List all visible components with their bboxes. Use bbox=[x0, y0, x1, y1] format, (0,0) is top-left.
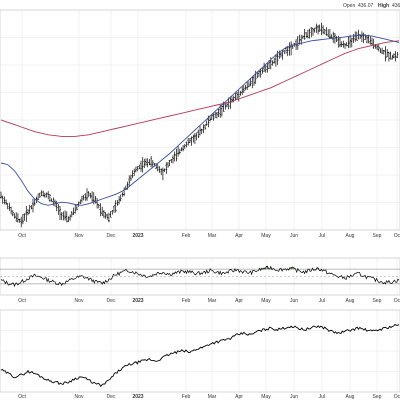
oscillator-tick-label: Apr bbox=[235, 298, 243, 304]
oscillator-tick-label: May bbox=[261, 298, 271, 304]
price-tick-label: Jul bbox=[319, 233, 325, 239]
relative-strength-tick-label: May bbox=[261, 394, 271, 400]
oscillator-line bbox=[0, 265, 400, 288]
price-tick-label: Feb bbox=[182, 233, 191, 239]
relative-strength-tick-label: Oct bbox=[18, 394, 26, 400]
price-tick-label: Dec bbox=[107, 233, 116, 239]
oscillator-tick-label: Oc bbox=[394, 298, 400, 304]
oscillator-tick-label: Aug bbox=[346, 298, 355, 304]
price-tick-label: Oct bbox=[18, 233, 26, 239]
price-frame bbox=[0, 9, 400, 231]
price-tick-label: May bbox=[261, 233, 271, 239]
price-tick-label: 2023 bbox=[132, 233, 143, 239]
oscillator-tick-label: Jun bbox=[290, 298, 298, 304]
oscillator-overbought-area bbox=[266, 266, 268, 270]
price-x-tick-labels: Oct Nov Dec 2023 Feb Mar Apr May Jun Jul Aug Sep Oc bbox=[18, 233, 400, 239]
relative-strength-tick-label: Nov bbox=[75, 394, 84, 400]
price-grid bbox=[0, 9, 400, 231]
price-tick-label: Oc bbox=[394, 233, 400, 239]
price-tick-label: Apr bbox=[235, 233, 243, 239]
relative-strength-tick-label: Apr bbox=[235, 394, 243, 400]
moving-average-long-line bbox=[0, 40, 400, 137]
relative-strength-grid bbox=[0, 309, 400, 393]
oscillator-tick-label: Mar bbox=[208, 298, 217, 304]
high-value: 436 bbox=[392, 3, 400, 9]
relative-strength-tick-label: 2023 bbox=[132, 394, 143, 400]
open-label: Open bbox=[343, 3, 355, 9]
oscillator-tick-label: Jul bbox=[319, 298, 325, 304]
relative-strength-tick-label: Jun bbox=[290, 394, 298, 400]
oscillator-tick-label: 2023 bbox=[132, 298, 143, 304]
relative-strength-tick-label: Feb bbox=[182, 394, 191, 400]
oscillator-tick-label: Sep bbox=[373, 298, 382, 304]
relative-strength-tick-label: Aug bbox=[346, 394, 355, 400]
price-tick-label: Mar bbox=[208, 233, 217, 239]
price-tick-label: Jun bbox=[290, 233, 298, 239]
price-tick-label: Nov bbox=[75, 233, 84, 239]
price-tick-label: Aug bbox=[346, 233, 355, 239]
oscillator-tick-label: Nov bbox=[75, 298, 84, 304]
relative-strength-tick-label: Jul bbox=[319, 394, 325, 400]
relative-strength-line bbox=[0, 323, 400, 388]
moving-average-short-line bbox=[0, 34, 400, 206]
oscillator-frame bbox=[0, 257, 400, 296]
oscillator-tick-label: Dec bbox=[107, 298, 116, 304]
relative-strength-x-tick-labels: Oct Nov Dec 2023 Feb Mar Apr May Jun Jul Aug Sep Oc bbox=[18, 394, 400, 400]
oscillator-x-tick-labels: Oct Nov Dec 2023 Feb Mar Apr May Jun Jul Aug Sep Oc bbox=[18, 298, 400, 304]
high-label: High bbox=[378, 3, 389, 9]
relative-strength-tick-label: Mar bbox=[208, 394, 217, 400]
relative-strength-tick-label: Sep bbox=[373, 394, 382, 400]
open-value: 436.07 bbox=[358, 3, 374, 9]
price-tick-label: Sep bbox=[373, 233, 382, 239]
oscillator-tick-label: Oct bbox=[18, 298, 26, 304]
relative-strength-tick-label: Dec bbox=[107, 394, 116, 400]
price-bars bbox=[0, 22, 399, 228]
relative-strength-frame bbox=[0, 309, 400, 393]
relative-strength-tick-label: Oc bbox=[394, 394, 400, 400]
oscillator-tick-label: Feb bbox=[182, 298, 191, 304]
